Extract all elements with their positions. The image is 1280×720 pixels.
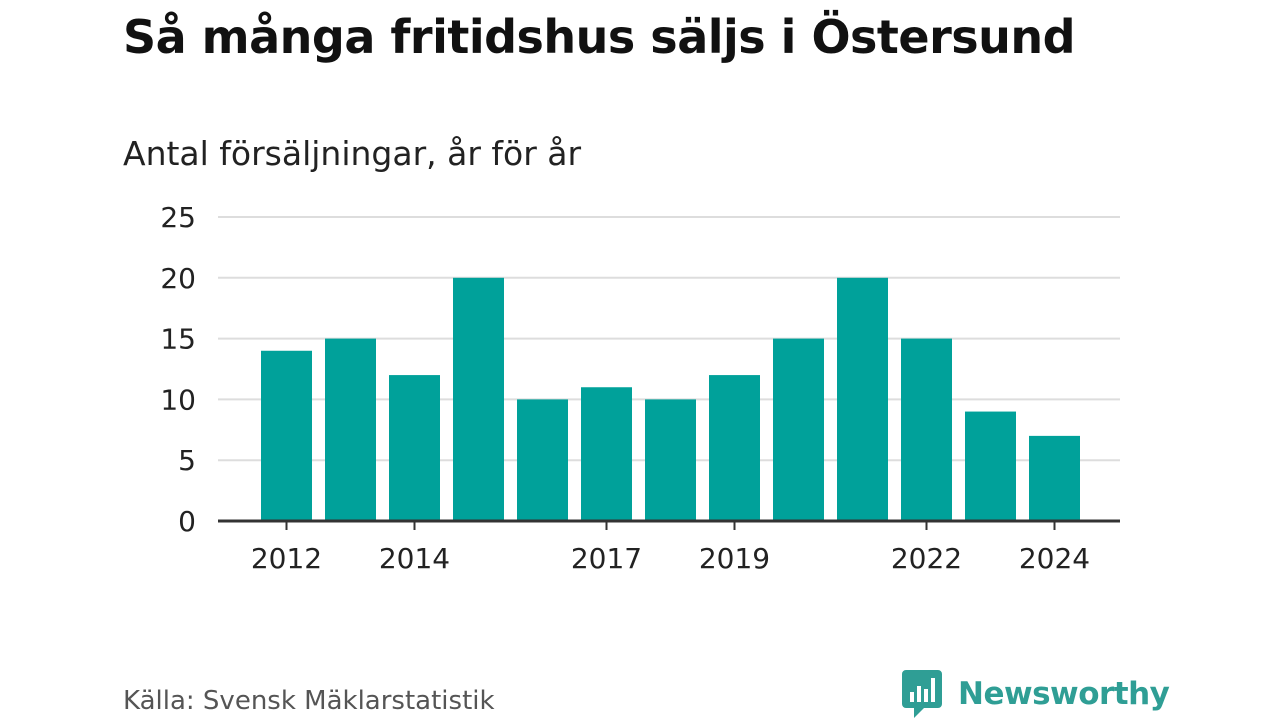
bar-2014 — [389, 375, 440, 521]
bar-2016 — [517, 399, 568, 521]
x-tick-labels: 2012 2014 2017 2019 2022 2024 — [251, 542, 1090, 575]
source-note: Källa: Svensk Mäklarstatistik — [123, 686, 495, 716]
x-axis — [218, 519, 1120, 530]
bar-2024 — [1029, 435, 1080, 521]
x-tick-label: 2012 — [251, 542, 322, 575]
bar-2022 — [901, 338, 952, 521]
y-tick-label: 20 — [160, 262, 196, 295]
x-tick-label: 2019 — [699, 542, 770, 575]
bar-2013 — [325, 338, 376, 521]
newsworthy-logo-icon — [902, 670, 942, 718]
y-tick-label: 15 — [160, 323, 196, 356]
bar-2018 — [645, 399, 696, 521]
x-tick-label: 2014 — [379, 542, 450, 575]
bar-2023 — [965, 411, 1016, 521]
chart-title: Så många fritidshus säljs i Östersund — [123, 10, 1076, 64]
y-tick-label: 0 — [178, 505, 196, 538]
bar-2020 — [773, 338, 824, 521]
bar-2017 — [581, 387, 632, 521]
y-tick-labels: 0 5 10 15 20 25 — [160, 201, 196, 538]
bar-2021 — [837, 277, 888, 521]
x-tick-label: 2017 — [571, 542, 642, 575]
bar-2019 — [709, 375, 760, 521]
y-tick-label: 10 — [160, 383, 196, 416]
bar-2015 — [453, 277, 504, 521]
x-tick-label: 2022 — [891, 542, 962, 575]
y-tick-label: 25 — [160, 201, 196, 234]
chart-subtitle: Antal försäljningar, år för år — [123, 134, 582, 173]
y-tick-label: 5 — [178, 444, 196, 477]
brand: Newsworthy — [902, 670, 1170, 718]
brand-name: Newsworthy — [958, 676, 1170, 712]
bar-2012 — [261, 350, 312, 521]
x-tick-label: 2024 — [1019, 542, 1090, 575]
bars — [261, 277, 1080, 521]
